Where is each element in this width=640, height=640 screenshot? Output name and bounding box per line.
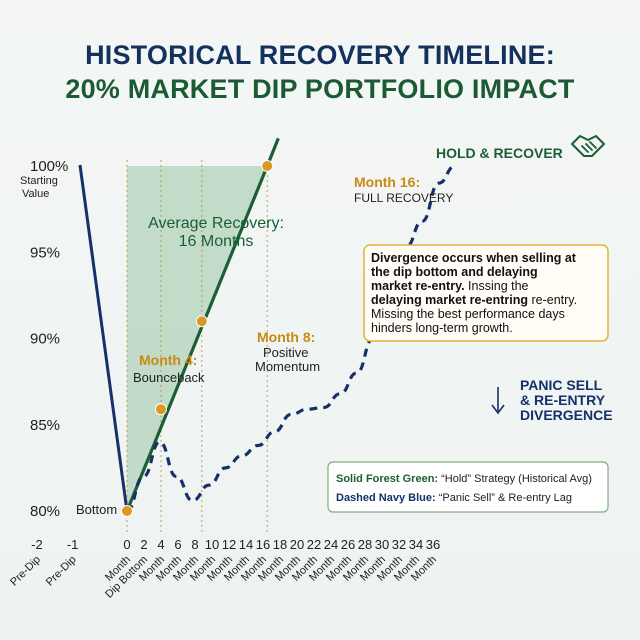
shade-label: Average Recovery:: [148, 215, 284, 232]
chart-title: HISTORICAL RECOVERY TIMELINE: 20% MARKET…: [0, 38, 640, 106]
y-tick-label: 95%: [30, 244, 60, 261]
handshake-icon-part: [581, 141, 597, 153]
data-marker: [155, 403, 167, 416]
x-tick-label: 2: [140, 537, 147, 552]
note-box: [363, 244, 609, 342]
hold-recover-label: HOLD & RECOVER: [436, 145, 563, 161]
panic-divergence-label: & RE-ENTRY: [520, 392, 606, 408]
x-tick-label: 28: [358, 537, 372, 552]
note-line: Missing the best performance days: [371, 307, 565, 321]
note-line: delaying market re-entring re-entry.: [371, 293, 577, 307]
x-tick-label: -2: [31, 537, 43, 552]
panic-divergence-label: PANIC SELL: [520, 377, 603, 393]
x-tick-label: 26: [341, 537, 355, 552]
x-tick-label: 4: [157, 537, 164, 552]
pre-dip-line: [78, 164, 129, 512]
handshake-icon-part: [571, 135, 605, 157]
hold-line: [125, 165, 269, 512]
x-tick-label: 22: [307, 537, 321, 552]
x-tick-label: 16: [256, 537, 270, 552]
x-tick-label: 12: [222, 537, 236, 552]
data-marker: [121, 505, 133, 517]
down-arrow-icon: [491, 387, 505, 415]
x-tick-label: 8: [191, 537, 198, 552]
x-tick-label: 32: [392, 537, 406, 552]
marker-label-bottom: Bottom: [76, 502, 117, 517]
panic-line: [126, 164, 456, 513]
x-tick-label: 30: [375, 537, 389, 552]
x-tick-sublabel: Pre-Dip: [8, 554, 43, 589]
note-line: hinders long-term growth.: [371, 321, 513, 335]
marker-sublabel-month8: Momentum: [255, 359, 320, 374]
y-tick-note: Starting: [20, 175, 58, 187]
x-tick-label: 6: [174, 537, 181, 552]
marker-label-month8: Month 8:: [257, 329, 315, 345]
x-tick-label: -1: [67, 537, 79, 552]
legend-entry: Dashed Navy Blue: “Panic Sell” & Re-entr…: [336, 492, 572, 504]
y-tick-label: 100%: [30, 158, 68, 175]
shade-label: 16 Months: [179, 233, 254, 250]
marker-sublabel-month8: Positive: [263, 345, 309, 360]
x-tick-sublabel: Pre-Dip: [44, 554, 79, 589]
note-line: market re-entry. Inssing the: [371, 279, 529, 293]
x-tick-label: 0: [123, 537, 130, 552]
x-tick-label: 20: [290, 537, 304, 552]
data-marker: [261, 160, 274, 172]
y-tick-note: Value: [22, 188, 49, 200]
title-line-2: 20% MARKET DIP PORTFOLIO IMPACT: [65, 74, 575, 104]
x-tick-label: 10: [205, 537, 219, 552]
y-tick-label: 80%: [30, 503, 60, 520]
x-tick-label: 14: [239, 537, 253, 552]
x-tick-label: 24: [324, 537, 338, 552]
marker-sublabel-month4: Bounceback: [133, 370, 205, 385]
y-tick-label: 90%: [30, 331, 60, 348]
marker-label-month16: Month 16:: [354, 174, 420, 190]
handshake-icon: [571, 135, 605, 157]
marker-sublabel-month16: FULL RECOVERY: [354, 191, 453, 205]
x-tick-label: 18: [273, 537, 287, 552]
marker-label-month4: Month 4:: [139, 352, 197, 368]
legend-entry: Solid Forest Green: “Hold” Strategy (His…: [336, 473, 592, 485]
down-arrow-icon-part: [491, 387, 505, 415]
legend-box: [327, 461, 609, 513]
panic-divergence-label: DIVERGENCE: [520, 407, 613, 423]
note-bold: the dip bottom and delaying: [371, 265, 538, 279]
note-bold: Divergence occurs when selling at: [371, 251, 577, 265]
x-tick-label: 36: [426, 537, 440, 552]
x-tick-label: 34: [409, 537, 423, 552]
y-tick-label: 85%: [30, 417, 60, 434]
data-marker: [195, 315, 208, 328]
title-line-1: HISTORICAL RECOVERY TIMELINE:: [85, 40, 555, 70]
